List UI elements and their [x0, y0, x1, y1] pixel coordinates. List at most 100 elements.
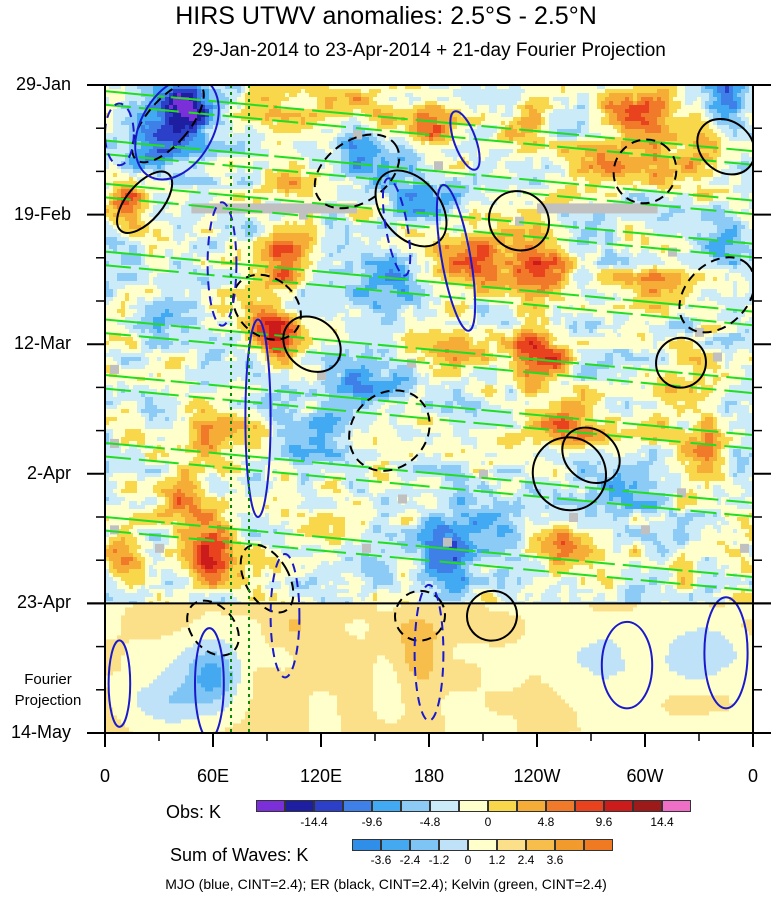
obs-cell — [249, 101, 254, 106]
obs-cell — [457, 205, 462, 210]
obs-cell — [513, 145, 518, 150]
obs-cell — [109, 197, 114, 202]
obs-cell — [661, 153, 666, 158]
obs-cell — [561, 157, 566, 162]
obs-cell — [321, 197, 326, 202]
obs-cell — [297, 197, 302, 202]
obs-cell — [585, 181, 590, 186]
obs-cell — [237, 173, 242, 178]
obs-cell — [533, 205, 538, 210]
obs-cell — [521, 101, 526, 106]
obs-cell — [489, 173, 494, 178]
obs-cell — [121, 97, 126, 102]
obs-cell — [313, 173, 318, 178]
obs-cell — [381, 201, 386, 206]
obs-cell — [409, 117, 414, 122]
obs-cell — [349, 165, 354, 170]
obs-cell — [725, 185, 730, 190]
obs-cell — [485, 185, 490, 190]
obs-cell — [621, 193, 626, 198]
obs-cell — [693, 97, 698, 102]
obs-cell — [197, 93, 202, 98]
obs-cell — [173, 141, 178, 146]
obs-cell — [597, 201, 602, 206]
obs-cell — [425, 205, 430, 210]
obs-cell — [457, 161, 462, 166]
obs-cell — [173, 153, 178, 158]
obs-cell — [625, 189, 630, 194]
obs-cell — [649, 109, 654, 114]
obs-cell — [133, 93, 138, 98]
obs-cell — [685, 177, 690, 182]
obs-cell — [321, 133, 326, 138]
obs-cell — [565, 165, 570, 170]
obs-cell — [453, 169, 458, 174]
obs-cell — [529, 89, 534, 94]
obs-cell — [193, 133, 198, 138]
obs-cell — [109, 101, 114, 106]
obs-cell — [749, 145, 753, 150]
obs-cell — [445, 141, 450, 146]
obs-cell — [569, 117, 574, 122]
obs-cell — [461, 201, 466, 206]
obs-cell — [541, 125, 546, 130]
obs-cell — [305, 85, 310, 90]
obs-cell — [125, 97, 130, 102]
obs-cell — [245, 93, 250, 98]
obs-cell — [729, 117, 734, 122]
obs-cell — [413, 193, 418, 198]
obs-cell — [597, 141, 602, 146]
obs-cell — [265, 161, 270, 166]
obs-cell — [365, 117, 370, 122]
obs-cell — [221, 93, 226, 98]
obs-cell — [553, 85, 558, 90]
obs-cell — [185, 137, 190, 142]
obs-cell — [309, 133, 314, 138]
obs-cell — [305, 153, 310, 158]
obs-cell — [673, 153, 678, 158]
obs-cell — [309, 109, 314, 114]
obs-cell — [425, 89, 430, 94]
obs-cell — [265, 145, 270, 150]
obs-cell — [193, 145, 198, 150]
obs-cell — [105, 109, 110, 114]
obs-cell — [301, 181, 306, 186]
obs-cell — [545, 173, 550, 178]
obs-cell — [441, 129, 446, 134]
obs-cell — [541, 113, 546, 118]
obs-cell — [709, 177, 714, 182]
obs-cell — [249, 129, 254, 134]
obs-cell — [657, 145, 662, 150]
obs-cell — [329, 157, 334, 162]
obs-cell — [485, 129, 490, 134]
obs-cell — [721, 97, 726, 102]
obs-cell — [441, 197, 446, 202]
obs-cell — [629, 157, 634, 162]
obs-cell — [585, 101, 590, 106]
obs-cell — [725, 177, 730, 182]
obs-cell — [181, 133, 186, 138]
obs-cell — [113, 189, 118, 194]
obs-cell — [153, 165, 158, 170]
obs-cell — [501, 201, 506, 206]
obs-cell — [657, 193, 662, 198]
obs-cell — [261, 185, 266, 190]
obs-cell — [465, 141, 470, 146]
obs-cell — [301, 177, 306, 182]
obs-cell — [661, 197, 666, 202]
obs-cell — [441, 105, 446, 110]
obs-cell — [277, 157, 282, 162]
obs-cell — [109, 177, 114, 182]
obs-cell — [513, 205, 518, 210]
obs-cell — [489, 117, 494, 122]
obs-cell — [741, 141, 746, 146]
obs-cell — [653, 137, 658, 142]
obs-cell — [669, 97, 674, 102]
obs-cell — [325, 85, 330, 90]
obs-cell — [445, 157, 450, 162]
obs-cell — [609, 173, 614, 178]
obs-cell — [309, 125, 314, 130]
obs-cell — [333, 113, 338, 118]
obs-cell — [281, 101, 286, 106]
obs-cell — [313, 197, 318, 202]
